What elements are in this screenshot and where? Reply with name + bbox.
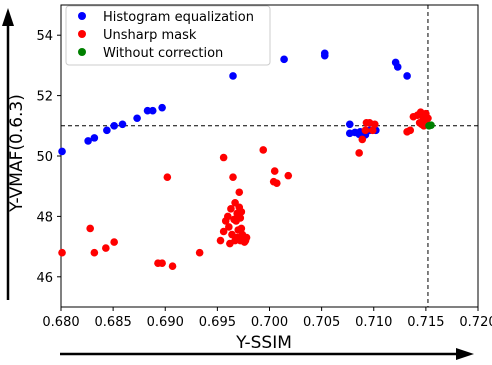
y-tick-label: 46 <box>36 271 53 286</box>
data-point <box>102 244 110 252</box>
data-point <box>280 55 288 64</box>
data-point <box>58 248 66 257</box>
data-point <box>229 72 237 80</box>
data-point <box>225 223 233 231</box>
data-point <box>58 147 66 156</box>
data-point <box>237 208 246 216</box>
data-point <box>393 63 402 71</box>
data-point <box>90 248 99 257</box>
data-point <box>118 120 127 129</box>
legend-marker <box>78 30 86 38</box>
data-point <box>229 173 237 181</box>
data-point <box>403 72 411 80</box>
data-point <box>195 248 204 257</box>
data-point <box>143 106 152 115</box>
data-point <box>259 146 268 154</box>
data-point <box>406 126 415 135</box>
legend-marker <box>78 48 86 56</box>
x-tick-label: 0.715 <box>407 315 444 330</box>
data-point <box>242 233 251 242</box>
data-point <box>235 188 244 197</box>
data-point <box>158 259 166 268</box>
data-point <box>424 114 432 123</box>
x-tick-label: 0.685 <box>95 315 132 330</box>
data-point <box>427 121 435 129</box>
data-point <box>345 120 354 129</box>
data-point <box>158 103 166 112</box>
y-tick-label: 48 <box>36 210 53 225</box>
data-point <box>270 167 279 175</box>
data-point <box>272 179 281 187</box>
data-point <box>355 149 363 157</box>
data-point <box>284 171 293 180</box>
reference-lines <box>61 5 478 307</box>
data-point <box>133 114 141 123</box>
legend-box <box>65 5 271 66</box>
tick-marks: 0.680 0.685 0.690 0.695 0.700 0.705 0.710 0.715… <box>36 29 492 330</box>
y-tick-label: 50 <box>36 150 53 165</box>
x-tick-label: 0.705 <box>303 315 340 330</box>
data-point <box>368 126 377 135</box>
data-point <box>110 122 118 130</box>
data-point <box>110 238 118 246</box>
x-tick-label: 0.720 <box>459 315 492 330</box>
x-tick-label: 0.710 <box>355 315 392 330</box>
x-tick-label: 0.680 <box>42 315 79 330</box>
data-point <box>90 134 99 142</box>
data-point <box>163 173 172 181</box>
data-point <box>370 120 379 129</box>
data-point <box>236 214 245 222</box>
legend-entry: Histogram equalization <box>103 10 254 25</box>
data-point <box>103 126 111 135</box>
legend-entry: Without correction <box>103 46 223 61</box>
x-tick-label: 0.690 <box>147 315 184 330</box>
data-point <box>227 205 235 213</box>
series-histogram-equalization <box>58 49 411 156</box>
data-point <box>168 262 177 271</box>
data-point <box>320 51 329 60</box>
data-point <box>219 153 228 162</box>
data-point <box>219 227 228 236</box>
y-direction-arrowhead <box>2 8 14 26</box>
y-tick-label: 52 <box>36 90 53 105</box>
data-point <box>237 224 246 233</box>
series-without-correction <box>425 121 435 130</box>
legend-marker <box>78 12 86 20</box>
y-axis-label: Y-VMAF(0.6.3) <box>7 94 27 213</box>
y-tick-label: 54 <box>36 29 53 44</box>
data-point <box>86 224 94 233</box>
data-point <box>224 212 232 221</box>
x-axis-label: Y-SSIM <box>235 333 292 353</box>
x-tick-label: 0.695 <box>199 315 236 330</box>
data-point <box>358 135 367 144</box>
x-direction-arrowhead <box>456 348 474 360</box>
data-points <box>58 49 435 271</box>
data-point <box>84 137 92 145</box>
legend: Histogram equalization Unsharp mask Withou… <box>65 5 271 66</box>
data-point <box>148 106 157 115</box>
data-point <box>361 126 370 135</box>
data-point <box>216 236 225 245</box>
axis-arrows <box>2 8 474 360</box>
series-unsharp-mask <box>58 108 432 271</box>
legend-entry: Unsharp mask <box>103 28 197 43</box>
x-tick-label: 0.700 <box>251 315 288 330</box>
